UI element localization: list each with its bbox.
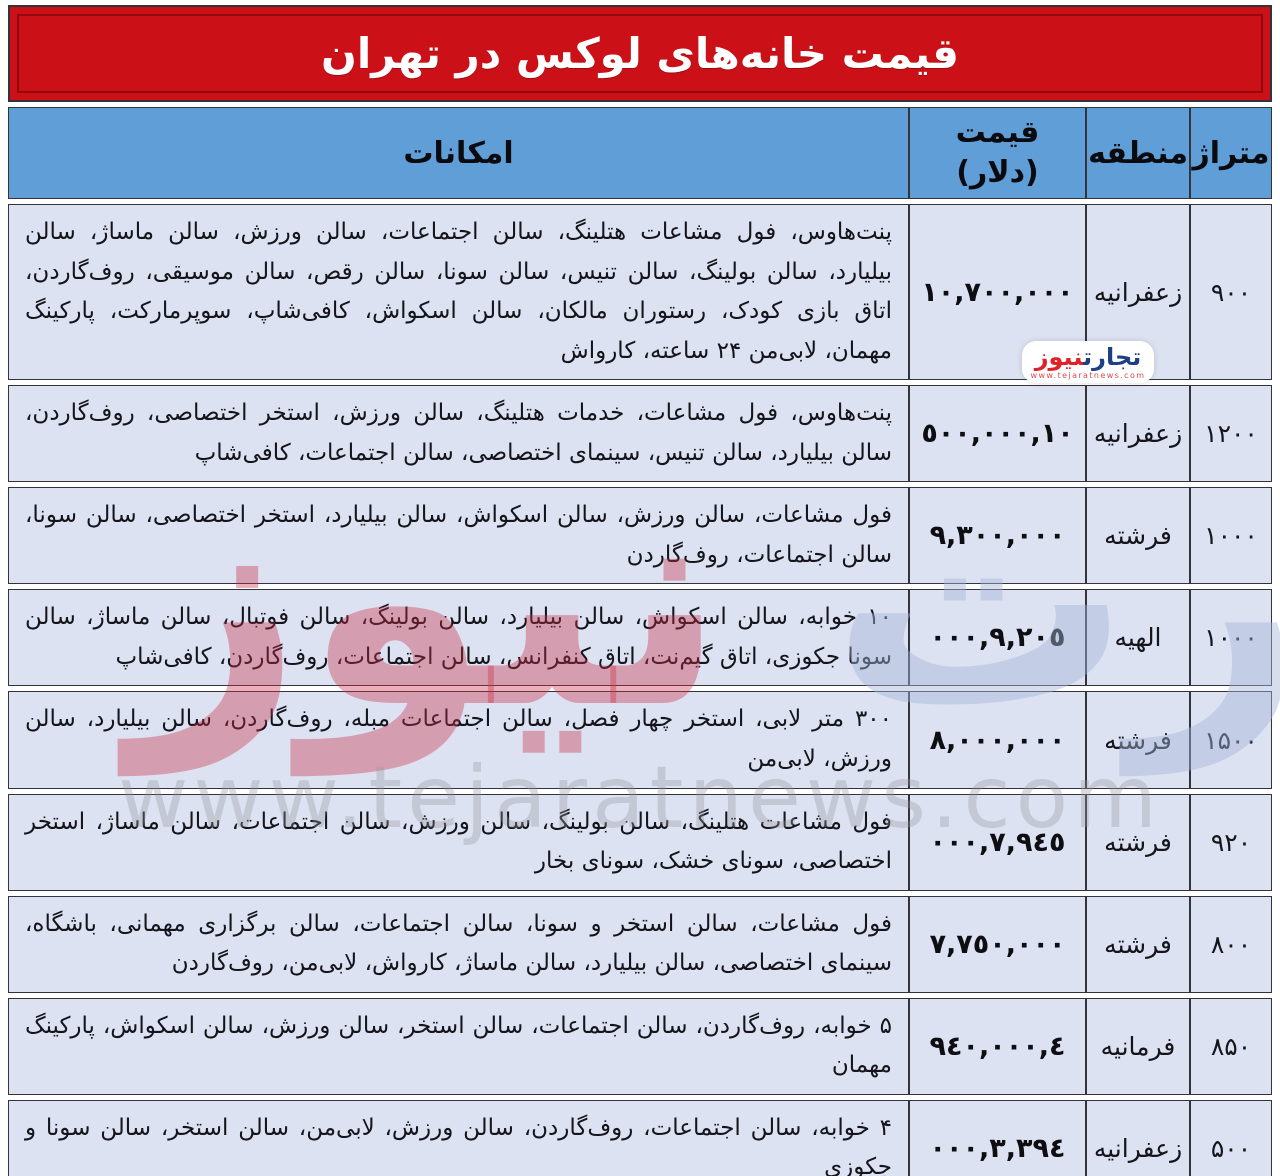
logo-brand-text: تجارتنیوز — [1030, 343, 1146, 371]
table-row: ۱۰۰۰ الهیه ۹,۲۰٥,۰۰۰ ۱۰ خوابه، سالن اسکو… — [8, 589, 1272, 687]
region-cell: فرشته — [1086, 895, 1190, 993]
table-row: ۸۵۰ فرمانیه ٤,۹٤۰,۰۰۰ ۵ خوابه، روف‌گاردن… — [8, 997, 1272, 1095]
logo-word-tejarat: تجارت — [1083, 343, 1142, 371]
col-header-price-line1: قیمت — [955, 114, 1040, 150]
amenities-cell: فول مشاعات هتلینگ، سالن بولینگ، سالن ورز… — [8, 793, 909, 891]
area-cell: ۱۰۰۰ — [1190, 487, 1272, 585]
area-cell: ۸۵۰ — [1190, 997, 1272, 1095]
area-cell: ۱۰۰۰ — [1190, 589, 1272, 687]
page-title: قیمت خانه‌های لوکس در تهران — [321, 29, 959, 78]
table-row: ۸۰۰ فرشته ۷,۷٥۰,۰۰۰ فول مشاعات، سالن است… — [8, 895, 1272, 993]
price-cell: ۳,۳۹٤,۰۰۰ — [909, 1099, 1086, 1176]
amenities-cell: پنت‌هاوس، فول مشاعات، خدمات هتلینگ، سالن… — [8, 385, 909, 483]
logo-url-text: www.tejaratnews.com — [1030, 371, 1146, 381]
amenities-cell: ۴ خوابه، سالن اجتماعات، روف‌گاردن، سالن … — [8, 1099, 909, 1176]
region-cell: زعفرانیه — [1086, 385, 1190, 483]
price-cell: ۹,۲۰٥,۰۰۰ — [909, 589, 1086, 687]
amenities-cell: فول مشاعات، سالن ورزش، سالن اسکواش، سالن… — [8, 487, 909, 585]
col-header-price: قیمت (دلار) — [909, 107, 1086, 199]
luxury-homes-table: متراژ منطقه قیمت (دلار) امکانات ۹۰۰ زعفر… — [8, 102, 1272, 1176]
table-row: ۱۰۰۰ فرشته ۹,۳۰۰,۰۰۰ فول مشاعات، سالن ور… — [8, 487, 1272, 585]
amenities-cell: ۳۰۰ متر لابی، استخر چهار فصل، سالن اجتما… — [8, 691, 909, 789]
title-banner: قیمت خانه‌های لوکس در تهران — [8, 5, 1272, 102]
area-cell: ۹۰۰ — [1190, 204, 1272, 381]
col-header-amenities: امکانات — [8, 107, 909, 199]
area-cell: ۱۵۰۰ — [1190, 691, 1272, 789]
price-cell: ۹,۳۰۰,۰۰۰ — [909, 487, 1086, 585]
col-header-area: متراژ — [1190, 107, 1272, 199]
region-cell: فرشته — [1086, 793, 1190, 891]
header-row: متراژ منطقه قیمت (دلار) امکانات — [8, 107, 1272, 199]
area-cell: ۵۰۰ — [1190, 1099, 1272, 1176]
area-cell: ۹۲۰ — [1190, 793, 1272, 891]
table-row: ۱۵۰۰ فرشته ۸,۰۰۰,۰۰۰ ۳۰۰ متر لابی، استخر… — [8, 691, 1272, 789]
price-cell: ۱۰,٥۰۰,۰۰۰ — [909, 385, 1086, 483]
area-cell: ۱۲۰۰ — [1190, 385, 1272, 483]
table-body: ۹۰۰ زعفرانیه ۱۰,۷۰۰,۰۰۰ پنت‌هاوس، فول مش… — [8, 204, 1272, 1176]
table-row: ۱۲۰۰ زعفرانیه ۱۰,٥۰۰,۰۰۰ پنت‌هاوس، فول م… — [8, 385, 1272, 483]
col-header-price-line2: (دلار) — [956, 155, 1039, 190]
amenities-cell: پنت‌هاوس، فول مشاعات هتلینگ، سالن اجتماع… — [8, 204, 909, 381]
price-cell: ٤,۹٤۰,۰۰۰ — [909, 997, 1086, 1095]
amenities-cell: ۵ خوابه، روف‌گاردن، سالن اجتماعات، سالن … — [8, 997, 909, 1095]
col-header-region: منطقه — [1086, 107, 1190, 199]
table-row: ۵۰۰ زعفرانیه ۳,۳۹٤,۰۰۰ ۴ خوابه، سالن اجت… — [8, 1099, 1272, 1176]
region-cell: فرشته — [1086, 691, 1190, 789]
logo-word-news: نیوز — [1034, 343, 1084, 371]
region-cell: زعفرانیه — [1086, 1099, 1190, 1176]
amenities-cell: ۱۰ خوابه، سالن اسکواش، سالن بیلیارد، سال… — [8, 589, 909, 687]
region-cell: فرمانیه — [1086, 997, 1190, 1095]
tejaratnews-logo-badge: تجارتنیوز www.tejaratnews.com — [1022, 341, 1154, 384]
price-cell: ۷,۹٤٥,۰۰۰ — [909, 793, 1086, 891]
region-cell: فرشته — [1086, 487, 1190, 585]
area-cell: ۸۰۰ — [1190, 895, 1272, 993]
amenities-cell: فول مشاعات، سالن استخر و سونا، سالن اجتم… — [8, 895, 909, 993]
price-cell: ۷,۷٥۰,۰۰۰ — [909, 895, 1086, 993]
region-cell: الهیه — [1086, 589, 1190, 687]
table-row: ۹۲۰ فرشته ۷,۹٤٥,۰۰۰ فول مشاعات هتلینگ، س… — [8, 793, 1272, 891]
price-cell: ۸,۰۰۰,۰۰۰ — [909, 691, 1086, 789]
